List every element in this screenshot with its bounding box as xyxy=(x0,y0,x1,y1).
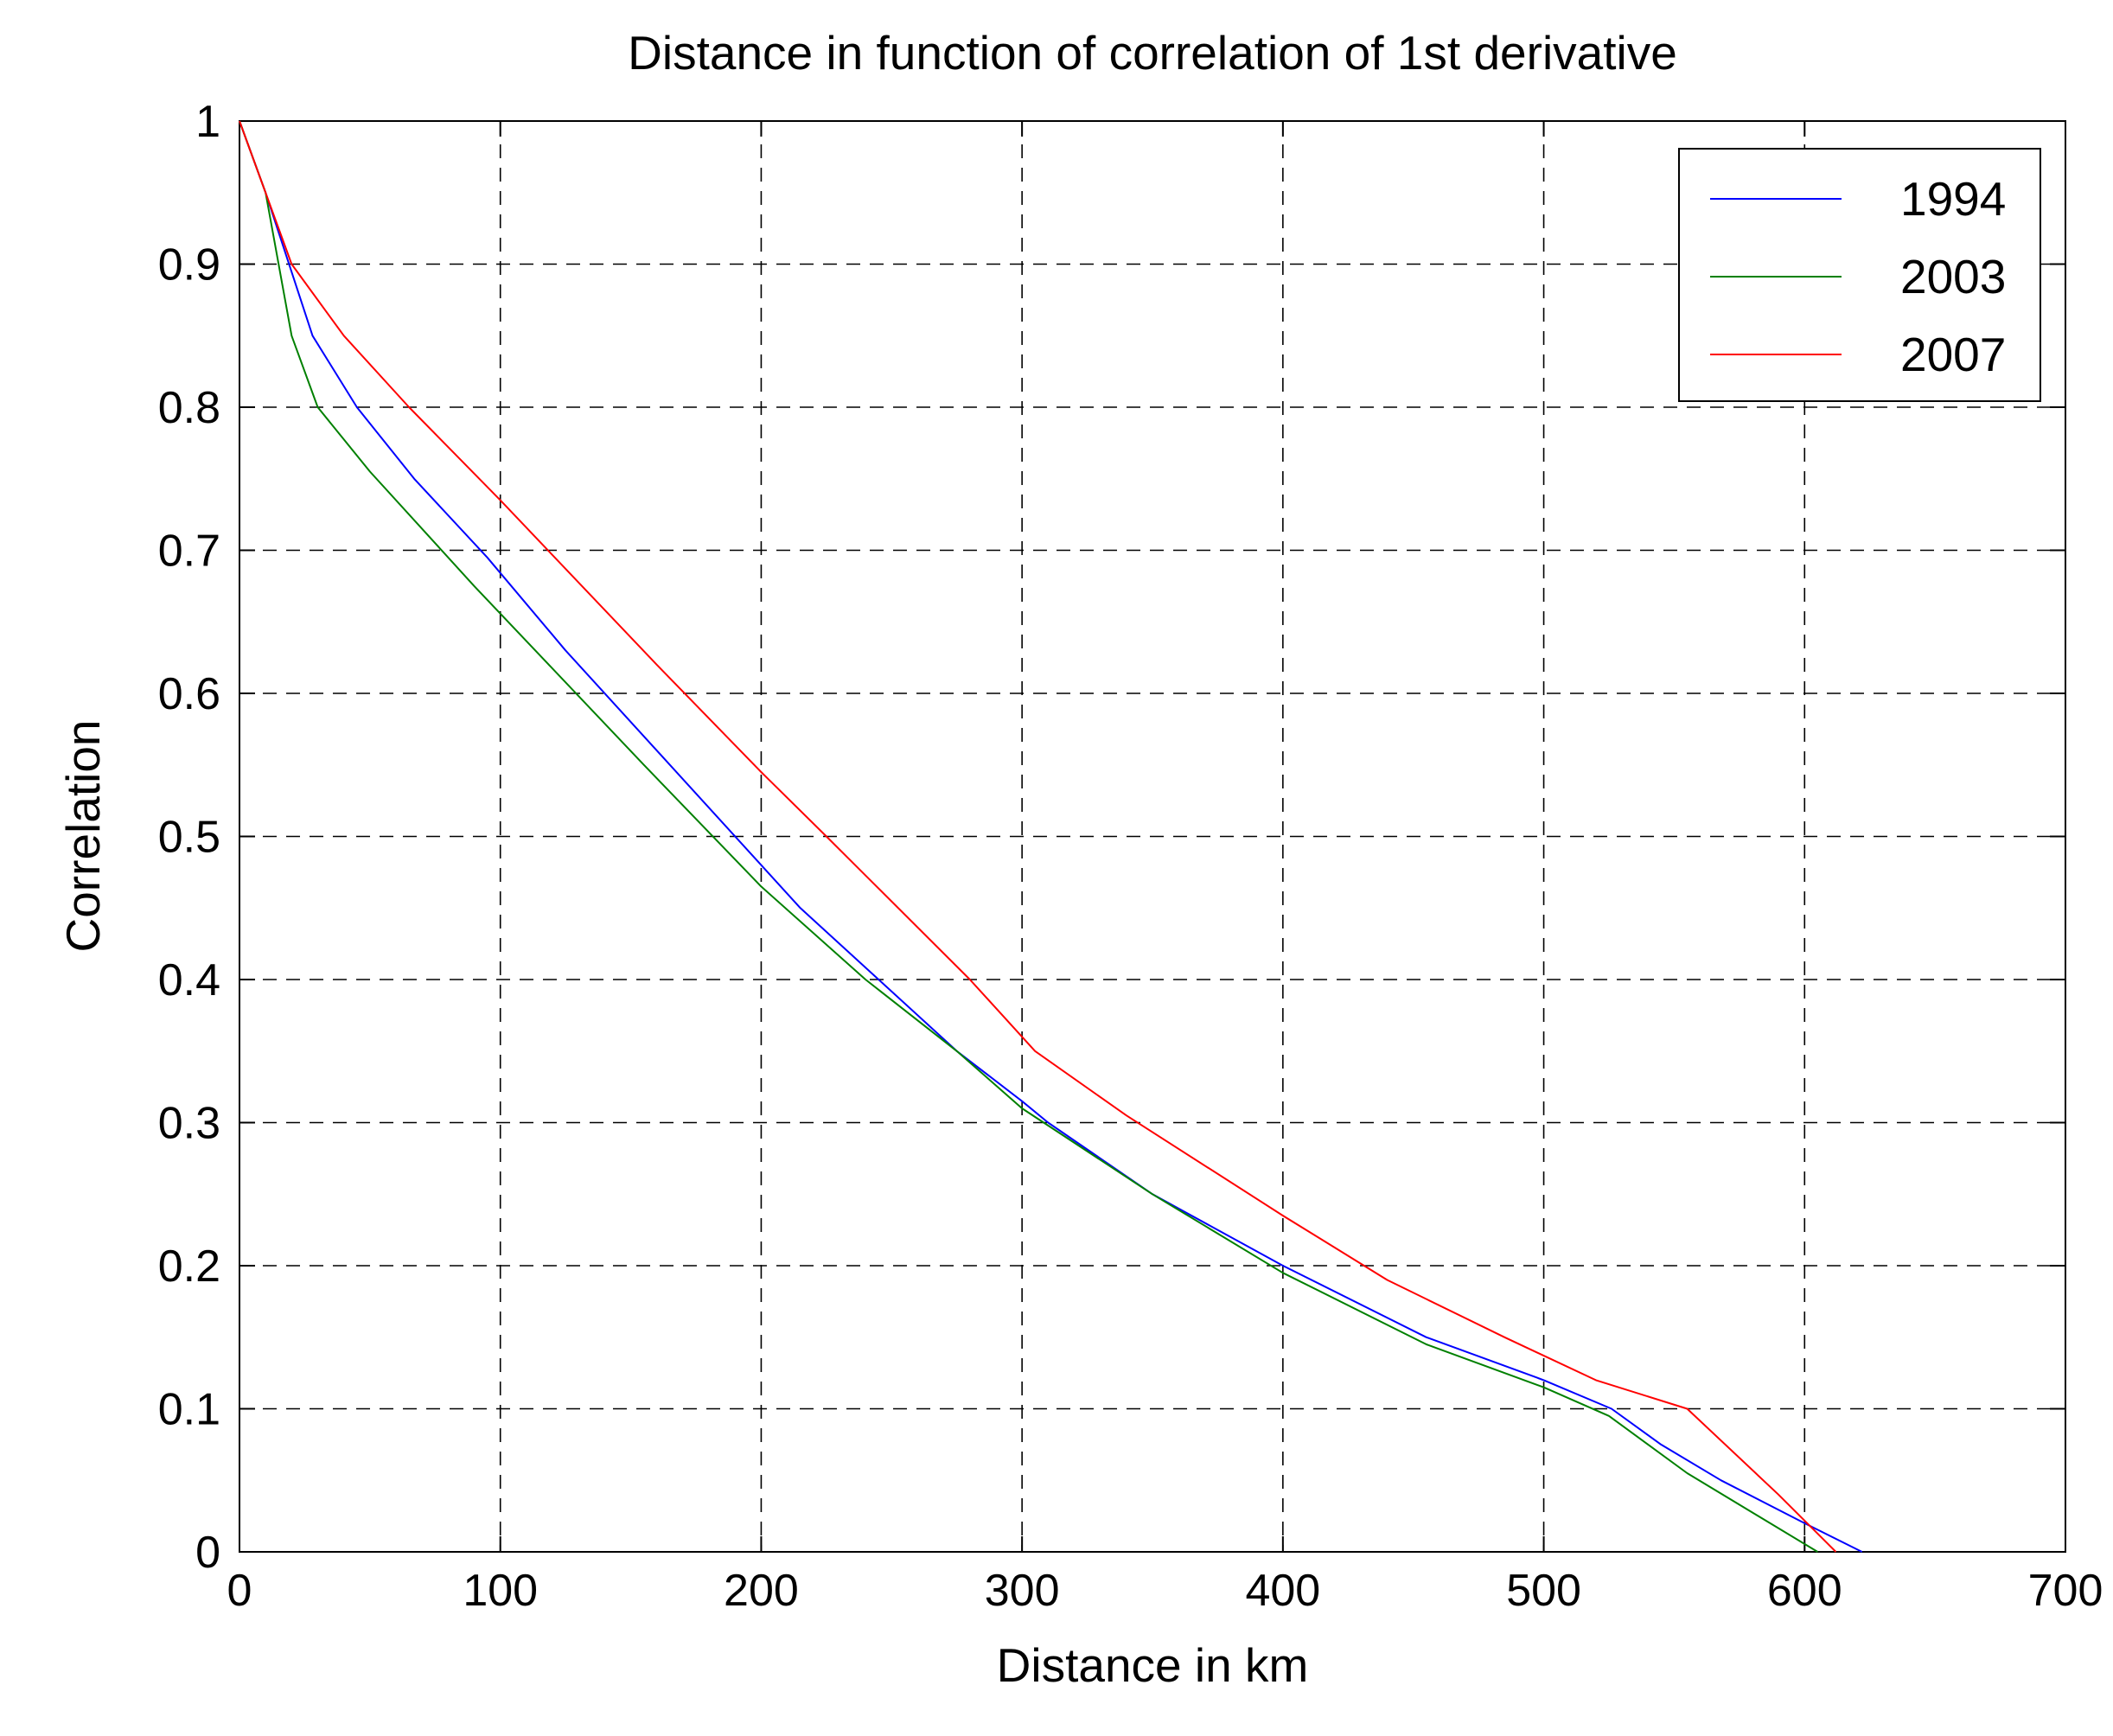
y-tick-label: 0.2 xyxy=(158,1241,220,1292)
legend: 1994 2003 2007 xyxy=(1678,148,2041,402)
series-lines xyxy=(239,120,1863,1553)
axis-ticks: 0 100 200 300 400 500 600 700 0 0.1 0.2 0.3 0.4 0.5 0.… xyxy=(158,97,2103,1616)
legend-label-1994: 1994 xyxy=(1900,172,2006,226)
x-tick-label: 600 xyxy=(1767,1566,1842,1616)
y-tick-label: 1 xyxy=(195,97,220,147)
legend-box xyxy=(1678,148,2041,402)
y-tick-label: 0.7 xyxy=(158,527,220,577)
y-tick-label: 0.3 xyxy=(158,1099,220,1149)
grid xyxy=(239,121,2065,1552)
x-axis-label: Distance in km xyxy=(997,1638,1309,1692)
x-tick-label: 100 xyxy=(463,1566,538,1616)
x-tick-label: 200 xyxy=(724,1566,799,1616)
legend-label-2007: 2007 xyxy=(1900,328,2006,381)
y-axis-label: Correlation xyxy=(56,719,110,952)
series-line-2003 xyxy=(239,120,1818,1553)
y-tick-label: 0 xyxy=(195,1528,220,1578)
x-tick-label: 0 xyxy=(227,1566,252,1616)
y-tick-label: 0.5 xyxy=(158,813,220,863)
series-line-2007 xyxy=(239,120,1837,1553)
y-tick-label: 0.9 xyxy=(158,240,220,290)
x-tick-label: 500 xyxy=(1506,1566,1581,1616)
y-tick-label: 0.1 xyxy=(158,1385,220,1435)
x-tick-label: 300 xyxy=(985,1566,1060,1616)
y-tick-label: 0.4 xyxy=(158,955,220,1005)
legend-label-2003: 2003 xyxy=(1900,250,2006,303)
y-tick-label: 0.6 xyxy=(158,669,220,719)
y-tick-label: 0.8 xyxy=(158,383,220,433)
chart-title: Distance in function of correlation of 1… xyxy=(628,26,1677,80)
x-tick-label: 700 xyxy=(2028,1566,2103,1616)
x-tick-label: 400 xyxy=(1245,1566,1320,1616)
